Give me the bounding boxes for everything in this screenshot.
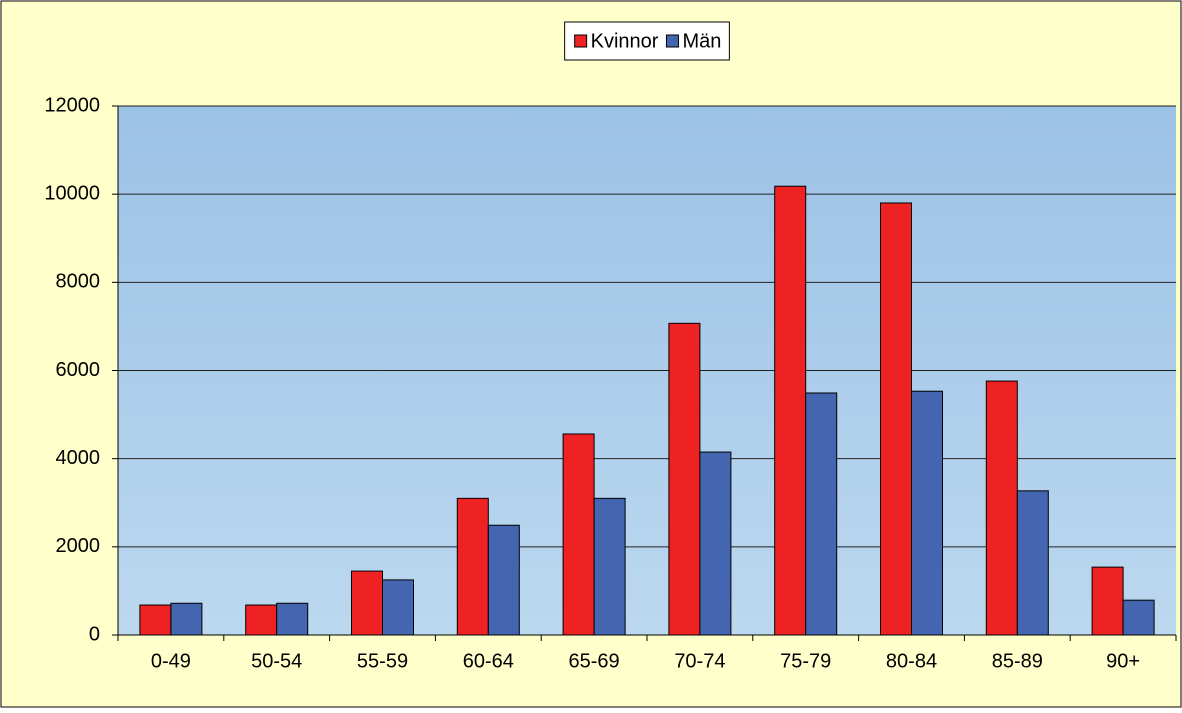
- bar: [774, 185, 807, 636]
- bar: [1091, 566, 1124, 636]
- x-tick-label: 85-89: [992, 650, 1043, 672]
- bar: [456, 497, 489, 636]
- bar: [911, 390, 943, 636]
- legend-swatch: [574, 34, 588, 48]
- y-tick-label: 6000: [56, 359, 101, 381]
- legend: [564, 21, 730, 61]
- bar: [276, 602, 309, 636]
- bar: [985, 380, 1018, 636]
- bar: [880, 202, 912, 636]
- y-tick-label: 2000: [56, 535, 101, 557]
- bar: [1122, 599, 1155, 636]
- legend-label: Män: [682, 30, 721, 52]
- bar: [562, 433, 595, 636]
- bar: [487, 524, 520, 636]
- legend-label: Kvinnor: [591, 30, 659, 52]
- y-tick-label: 12000: [44, 94, 100, 116]
- bar: [139, 604, 172, 636]
- x-tick-label: 55-59: [357, 650, 408, 672]
- bar: [245, 604, 278, 636]
- legend-swatch: [665, 34, 679, 48]
- bar: [668, 322, 701, 636]
- y-tick-label: 4000: [56, 447, 101, 469]
- y-tick-label: 10000: [44, 182, 100, 204]
- bar: [699, 451, 732, 636]
- x-tick-label: 65-69: [569, 650, 620, 672]
- x-tick-label: 60-64: [463, 650, 514, 672]
- bar: [382, 579, 414, 636]
- y-tick-label: 8000: [56, 271, 101, 293]
- x-tick-label: 70-74: [674, 650, 725, 672]
- bar: [593, 497, 626, 636]
- y-tick-label: 0: [89, 623, 100, 645]
- x-tick-label: 90+: [1106, 650, 1140, 672]
- bar: [351, 570, 383, 636]
- bar: [1016, 490, 1049, 636]
- x-tick-label: 80-84: [886, 650, 937, 672]
- x-tick-label: 50-54: [251, 650, 302, 672]
- x-tick-label: 75-79: [780, 650, 831, 672]
- bar: [170, 602, 203, 636]
- x-tick-label: 0-49: [151, 650, 191, 672]
- bar: [805, 392, 838, 636]
